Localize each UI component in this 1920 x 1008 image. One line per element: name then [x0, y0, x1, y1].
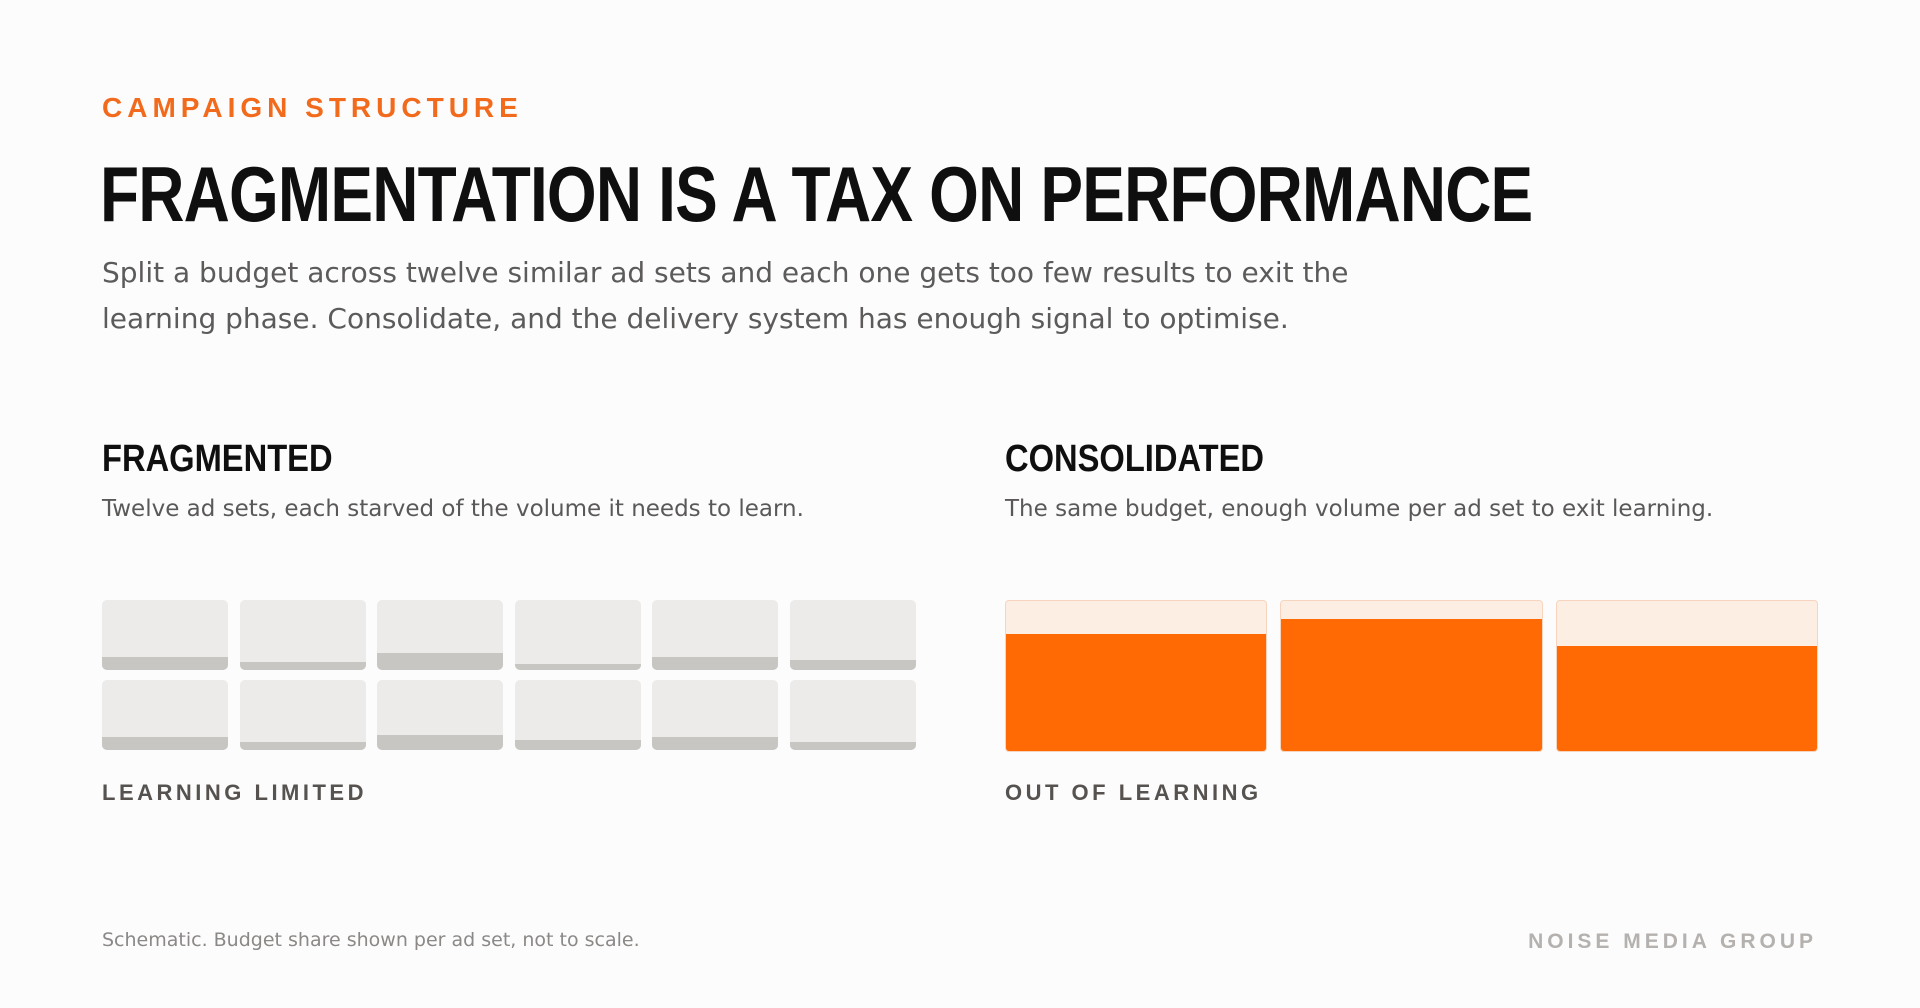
page-title: FRAGMENTATION IS A TAX ON PERFORMANCE	[100, 150, 1533, 238]
fragmented-ad-set-tile	[377, 600, 504, 670]
consolidated-ad-set-tile	[1280, 600, 1543, 752]
fragmented-ad-set-fill	[789, 741, 916, 750]
fragmented-ad-set-fill	[652, 737, 779, 750]
consolidated-ad-set-fill	[1281, 619, 1542, 751]
consolidated-ad-set-tile	[1555, 600, 1818, 752]
intro-paragraph: Split a budget across twelve similar ad …	[102, 256, 1349, 335]
fragmented-ad-set-fill	[789, 660, 916, 670]
fragmented-heading: FRAGMENTED	[102, 438, 333, 480]
consolidated-status-label: OUT OF LEARNING	[1005, 780, 1262, 805]
fragmented-ad-set-fill	[514, 740, 641, 750]
fragmented-ad-set-tile	[239, 600, 366, 670]
consolidated-ad-set-fill	[1006, 634, 1267, 751]
fragmented-ad-sets-grid	[102, 600, 916, 750]
fragmented-ad-set-fill	[239, 661, 366, 670]
consolidated-subtitle: The same budget, enough volume per ad se…	[1005, 496, 1714, 522]
fragmented-ad-set-fill	[102, 657, 228, 670]
fragmented-ad-set-tile	[789, 600, 916, 670]
fragmented-ad-set-tile	[102, 680, 228, 750]
fragmented-ad-set-fill	[102, 737, 228, 750]
footnote: Schematic. Budget share shown per ad set…	[102, 929, 640, 951]
fragmented-ad-set-tile	[239, 680, 366, 750]
fragmented-subtitle: Twelve ad sets, each starved of the volu…	[102, 496, 804, 522]
fragmented-ad-set-tile	[652, 680, 779, 750]
fragmented-ad-set-fill	[377, 653, 504, 670]
consolidated-heading: CONSOLIDATED	[1005, 438, 1265, 480]
fragmented-ad-set-tile	[102, 600, 228, 670]
fragmented-ad-set-fill	[652, 657, 779, 670]
fragmented-ad-set-tile	[652, 600, 779, 670]
section-eyebrow: CAMPAIGN STRUCTURE	[102, 92, 523, 123]
consolidated-ad-set-tile	[1005, 600, 1268, 752]
fragmented-ad-set-tile	[377, 680, 504, 750]
fragmented-ad-set-fill	[239, 741, 366, 750]
fragmented-ad-set-fill	[377, 734, 504, 750]
fragmented-ad-set-tile	[789, 680, 916, 750]
consolidated-ad-set-fill	[1556, 646, 1817, 751]
fragmented-ad-set-fill	[514, 664, 641, 670]
brand-wordmark: NOISE MEDIA GROUP	[1528, 930, 1817, 953]
fragmented-ad-set-tile	[514, 600, 641, 670]
consolidated-ad-sets-grid	[1005, 600, 1818, 752]
fragmented-status-label: LEARNING LIMITED	[102, 780, 367, 805]
fragmented-ad-set-tile	[514, 680, 641, 750]
